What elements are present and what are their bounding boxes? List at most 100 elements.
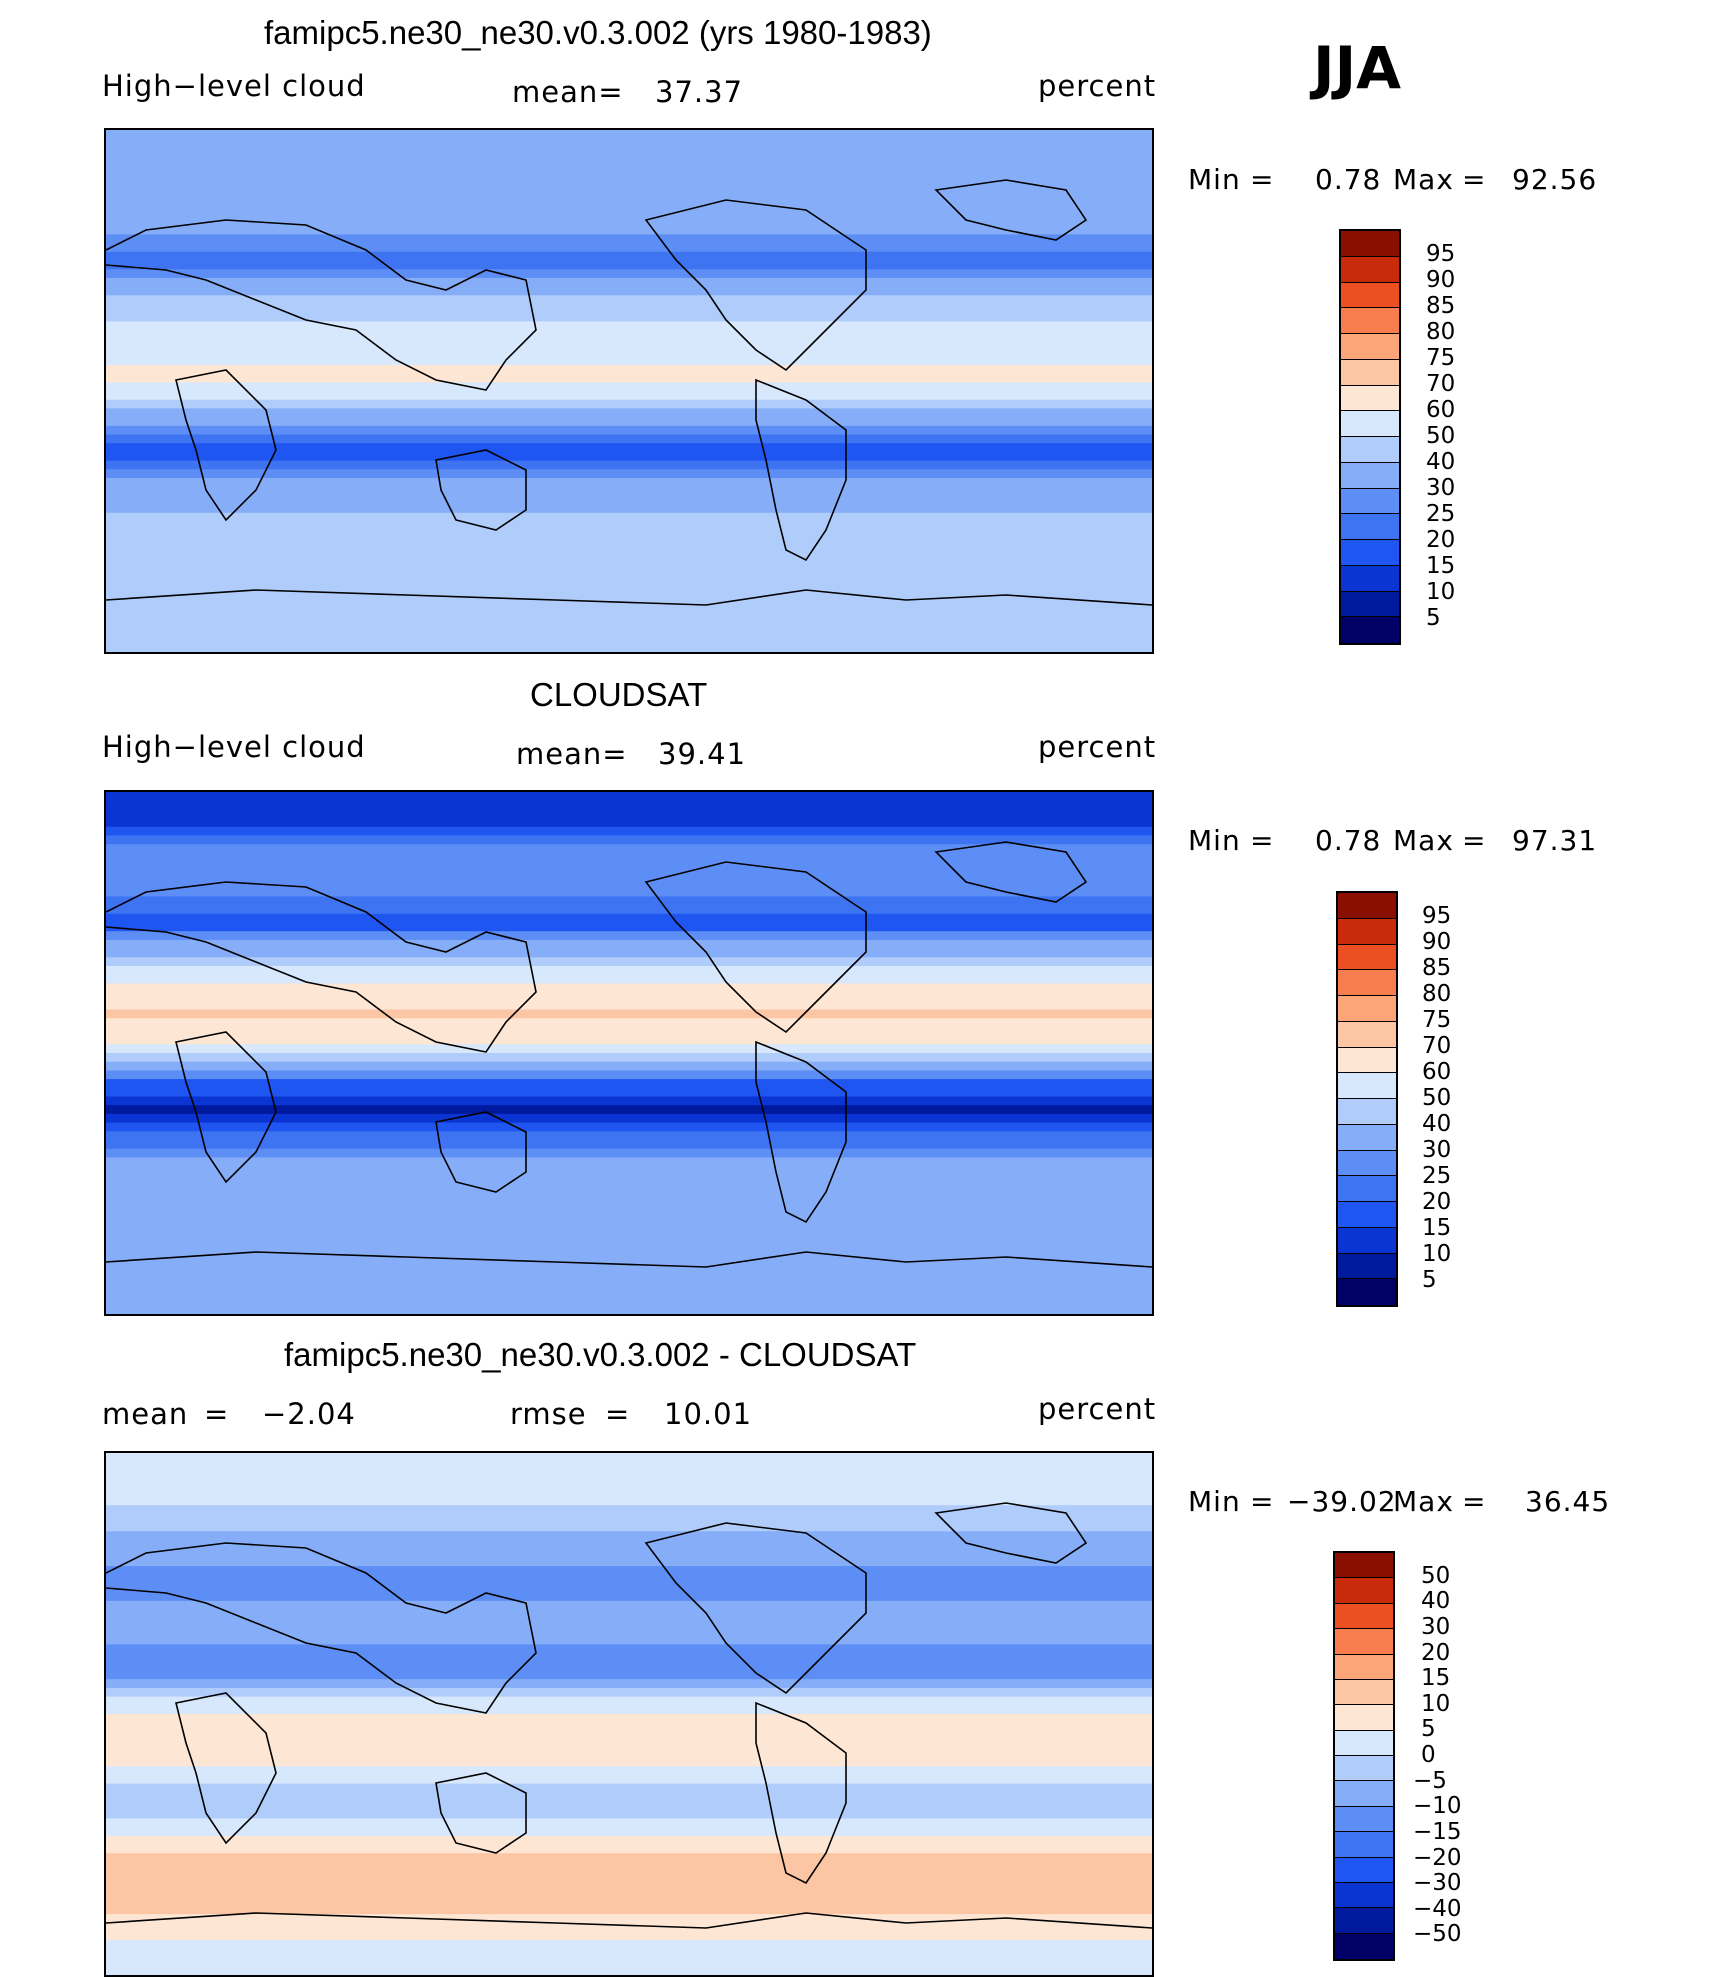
map-band	[106, 599, 1152, 610]
colorbar-tick-label: 70	[1426, 371, 1456, 397]
map-band	[106, 643, 1152, 652]
colorbar-swatch	[1338, 1202, 1396, 1228]
coastline	[106, 1912, 1152, 1929]
map-band	[106, 382, 1152, 392]
map-band	[106, 1774, 1152, 1785]
map-model	[104, 128, 1154, 654]
map-band	[106, 208, 1152, 218]
colorbar-tick-label: 50	[1426, 423, 1456, 449]
map-band	[106, 1157, 1152, 1167]
colorbar-labels: 95 90 85 80 75 70 60 50 40 30 25 20 15 10 5	[1418, 229, 1498, 645]
map-band	[106, 1566, 1152, 1576]
colorbar-swatch	[1341, 488, 1399, 515]
coastline	[175, 1031, 277, 1184]
map-band	[106, 608, 1152, 618]
season-label: JJA	[1313, 34, 1402, 102]
coastline	[755, 1701, 847, 1885]
map-band	[106, 312, 1152, 322]
colorbar-swatch	[1338, 1150, 1396, 1177]
map-band	[106, 573, 1152, 583]
colorbar-tick-label: 60	[1426, 397, 1456, 423]
map-band	[106, 879, 1152, 889]
coastline	[644, 1522, 867, 1695]
colorbar-tick-label: 25	[1426, 501, 1456, 527]
panel-title: famipc5.ne30_ne30.v0.3.002 - CLOUDSAT	[284, 1336, 917, 1373]
colorbar-tick-label: 40	[1426, 449, 1456, 475]
equals-sign: =	[1462, 1485, 1487, 1518]
mean-value: 37.37	[655, 75, 744, 109]
colorbar-tick-label: 0	[1421, 1742, 1436, 1768]
map-band	[106, 1740, 1152, 1750]
coastline	[435, 1111, 527, 1193]
coastline	[106, 1251, 1152, 1268]
map-band	[106, 1696, 1152, 1706]
map-difference	[104, 1451, 1154, 1977]
map-field	[106, 792, 1152, 1314]
units-label: percent	[1038, 69, 1157, 103]
colorbar-tick-label: 95	[1426, 241, 1456, 267]
colorbar-swatch	[1335, 1553, 1393, 1579]
map-band	[106, 1748, 1152, 1759]
colorbar-swatch	[1338, 1021, 1396, 1048]
mean-label: mean=	[512, 75, 624, 109]
map-band	[106, 243, 1152, 253]
colorbar-swatch	[1338, 1124, 1396, 1151]
map-band	[106, 164, 1152, 175]
map-band	[106, 905, 1152, 915]
map-band	[106, 1600, 1152, 1611]
map-band	[106, 1548, 1152, 1558]
map-band	[106, 1957, 1152, 1967]
coastline	[175, 369, 277, 522]
map-band	[106, 1531, 1152, 1541]
map-band	[106, 1105, 1152, 1115]
coastline	[934, 179, 1088, 241]
colorbar-swatch	[1341, 591, 1399, 618]
colorbar-tick-label: 5	[1422, 1267, 1437, 1293]
map-band	[106, 425, 1152, 436]
colorbar-swatch	[1335, 1781, 1393, 1807]
map-band	[106, 1809, 1152, 1819]
colorbar-swatch	[1335, 1578, 1393, 1604]
map-band	[106, 182, 1152, 192]
colorbar-swatch	[1341, 308, 1399, 334]
equals-sign: =	[1250, 163, 1275, 196]
colorbar-swatch	[1335, 1603, 1393, 1630]
min-label: Min	[1188, 1485, 1241, 1518]
map-band	[106, 1235, 1152, 1245]
map-band	[106, 1087, 1152, 1098]
map-band	[106, 512, 1152, 523]
colorbar-tick-label: 25	[1422, 1163, 1452, 1189]
map-band	[106, 1948, 1152, 1959]
colorbar-swatch	[1335, 1629, 1393, 1655]
map-band	[106, 1792, 1152, 1802]
colorbar-swatch	[1335, 1933, 1393, 1959]
map-band	[106, 521, 1152, 531]
colorbar-tick-label: 40	[1421, 1588, 1451, 1615]
colorbar	[1333, 1551, 1395, 1961]
colorbar-tick-label: 20	[1422, 1189, 1452, 1215]
map-band	[106, 1966, 1152, 1975]
max-value: 92.56	[1512, 163, 1598, 196]
map-band	[106, 1079, 1152, 1089]
colorbar-tick-label: −40	[1413, 1895, 1462, 1922]
map-band	[106, 1609, 1152, 1619]
colorbar-swatch	[1338, 918, 1396, 945]
colorbar-swatch	[1338, 1253, 1396, 1280]
map-band	[106, 1479, 1152, 1489]
colorbar-tick-label: 20	[1421, 1639, 1451, 1666]
rmse-label: rmse	[510, 1397, 587, 1431]
map-band	[106, 217, 1152, 227]
colorbar-tick-label: 10	[1426, 579, 1456, 605]
map-band	[106, 1026, 1152, 1037]
map-band	[106, 1940, 1152, 1950]
map-band	[106, 1053, 1152, 1063]
colorbar-swatch	[1341, 359, 1399, 386]
colorbar-tick-label: 30	[1421, 1613, 1451, 1640]
map-band	[106, 399, 1152, 409]
map-band	[106, 835, 1152, 845]
colorbar-swatch	[1341, 282, 1399, 309]
colorbar-tick-label: 50	[1422, 1085, 1452, 1111]
map-band	[106, 1122, 1152, 1132]
colorbar-swatch	[1341, 565, 1399, 592]
map-band	[106, 460, 1152, 470]
